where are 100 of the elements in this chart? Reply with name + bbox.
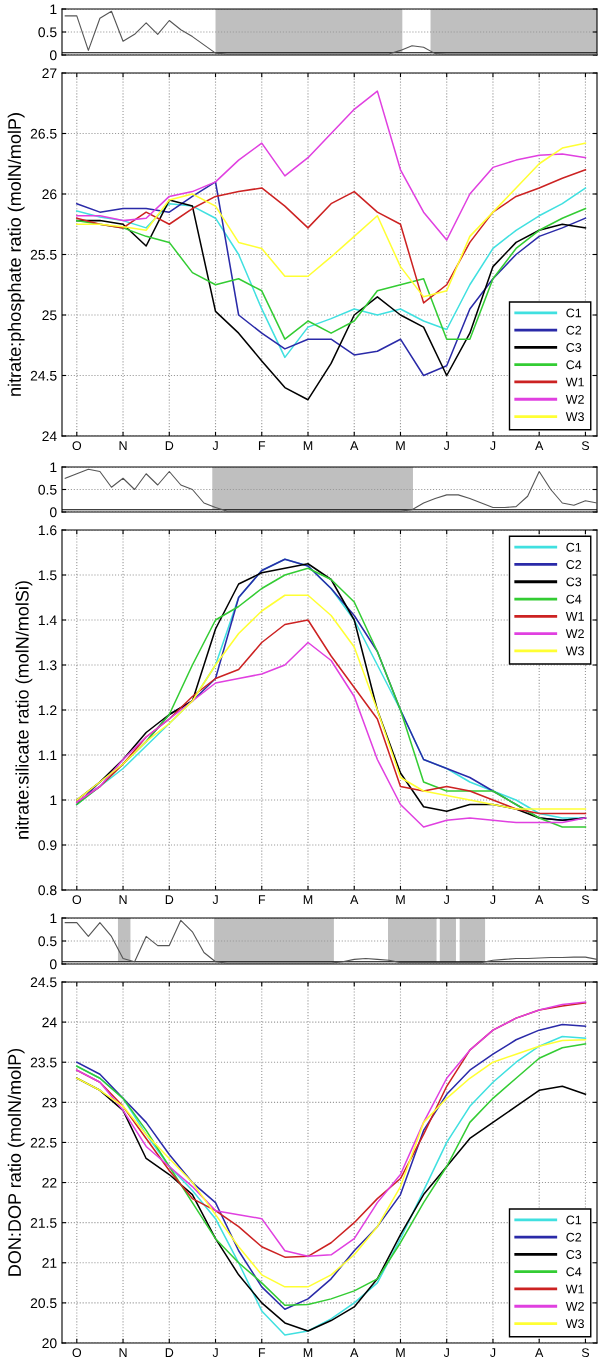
y-tick-label: 25: [42, 310, 57, 321]
legend-label: C1: [566, 542, 582, 552]
y-tick-label: 1.6: [38, 525, 57, 536]
x-tick-label: N: [119, 441, 127, 450]
y-tick-label: 24.5: [30, 977, 57, 988]
y-tick-label: 21: [42, 1258, 57, 1268]
y-tick-label: 21.5: [30, 1218, 57, 1228]
legend-label: C1: [566, 1215, 582, 1225]
x-tick-label: O: [72, 895, 82, 905]
x-tick-label: M: [396, 441, 405, 450]
y-tick-label: 0: [49, 507, 57, 518]
y-tick-label: 22: [42, 1177, 57, 1188]
legend-label: C2: [566, 560, 582, 569]
y-tick-label: 20: [42, 1338, 57, 1349]
x-tick-label: J: [490, 1348, 496, 1358]
x-tick-label: O: [72, 441, 82, 451]
x-tick-label: A: [535, 441, 544, 450]
y-tick-label: 1: [50, 4, 57, 15]
y-tick-label: 1: [50, 795, 57, 806]
x-tick-label: S: [581, 441, 590, 451]
legend-label: C2: [566, 1232, 582, 1242]
legend-label: C4: [566, 360, 582, 370]
legend-label: W3: [565, 412, 584, 422]
legend-label: W1: [565, 377, 584, 387]
y-tick-label: 1: [50, 462, 57, 473]
y-tick-label: 26: [42, 189, 57, 200]
y-tick-label: 0.5: [38, 27, 57, 38]
x-tick-label: A: [535, 1348, 544, 1357]
x-tick-label: D: [165, 441, 174, 450]
x-tick-label: S: [581, 1348, 590, 1358]
legend-label: C2: [566, 325, 582, 335]
y-tick-label: 1.4: [38, 615, 57, 626]
y-tick-label: 26.5: [30, 128, 57, 139]
line-series: [76, 90, 587, 241]
y-tick-label: 20.5: [30, 1298, 57, 1309]
x-tick-label: J: [490, 895, 496, 905]
legend-label: W2: [565, 394, 584, 404]
x-tick-label: J: [212, 441, 218, 451]
line-series: [64, 10, 597, 55]
x-tick-label: S: [581, 895, 590, 905]
legend-label: C3: [566, 1250, 582, 1259]
legend-label: C3: [566, 343, 582, 352]
y-axis-title: nitrate:phosphate ratio (molN/molP): [7, 113, 25, 396]
y-tick-label: 1.1: [38, 750, 57, 761]
legend-label: C3: [566, 577, 582, 587]
y-tick-label: 23.5: [30, 1057, 57, 1068]
x-tick-label: F: [258, 1348, 266, 1357]
x-tick-label: N: [119, 1348, 127, 1357]
y-tick-label: 0.8: [38, 885, 57, 896]
legend-label: C4: [566, 594, 582, 604]
y-tick-label: 0.5: [38, 484, 57, 495]
x-tick-label: N: [119, 895, 127, 904]
legend-label: W1: [565, 1284, 584, 1294]
x-tick-label: M: [303, 1348, 313, 1357]
x-tick-label: J: [443, 895, 449, 905]
line-series: [64, 919, 597, 964]
line-series: [64, 468, 597, 512]
x-tick-label: O: [72, 1348, 82, 1358]
y-tick-label: 23: [42, 1097, 57, 1108]
x-tick-label: J: [443, 1348, 449, 1358]
y-axis-title: nitrate:silicate ratio (molN/molSi): [15, 581, 33, 839]
y-tick-label: 25.5: [30, 249, 57, 260]
x-tick-label: A: [350, 895, 359, 904]
y-tick-label: 1.2: [38, 705, 57, 716]
legend-label: W2: [565, 629, 584, 638]
x-tick-label: A: [350, 1348, 359, 1357]
y-tick-label: 1.5: [38, 570, 57, 581]
y-axis-title: DON:DOP ratio (molN/molP): [7, 1048, 25, 1276]
x-tick-label: D: [165, 1348, 174, 1357]
legend-label: W3: [565, 646, 584, 656]
y-tick-label: 0: [49, 959, 57, 970]
legend-label: W1: [565, 612, 584, 621]
x-tick-label: J: [212, 1348, 218, 1358]
y-tick-label: 0.9: [38, 840, 57, 851]
legend-label: W3: [565, 1319, 584, 1329]
line-series: [76, 207, 587, 340]
x-tick-label: J: [212, 895, 218, 905]
y-tick-label: 24: [42, 1017, 57, 1028]
x-tick-label: M: [303, 441, 313, 450]
x-tick-label: M: [303, 895, 313, 904]
x-tick-label: A: [350, 441, 359, 450]
x-tick-label: F: [258, 441, 266, 450]
x-tick-label: D: [165, 895, 174, 904]
x-tick-label: J: [490, 441, 496, 451]
line-series: [76, 641, 587, 828]
x-tick-label: M: [396, 1348, 405, 1357]
y-tick-label: 1: [50, 913, 57, 924]
y-tick-label: 0: [49, 50, 57, 61]
line-series: [76, 169, 587, 304]
x-tick-label: J: [443, 441, 449, 451]
legend-label: W2: [565, 1301, 584, 1311]
y-tick-label: 24: [42, 431, 57, 442]
x-tick-label: M: [396, 895, 405, 904]
x-tick-label: F: [258, 895, 266, 904]
y-tick-label: 27: [42, 68, 57, 79]
x-tick-label: A: [535, 895, 544, 904]
y-tick-label: 1.3: [38, 660, 57, 671]
y-tick-label: 22.5: [30, 1137, 57, 1148]
line-series: [76, 142, 587, 298]
legend-label: C4: [566, 1267, 582, 1277]
